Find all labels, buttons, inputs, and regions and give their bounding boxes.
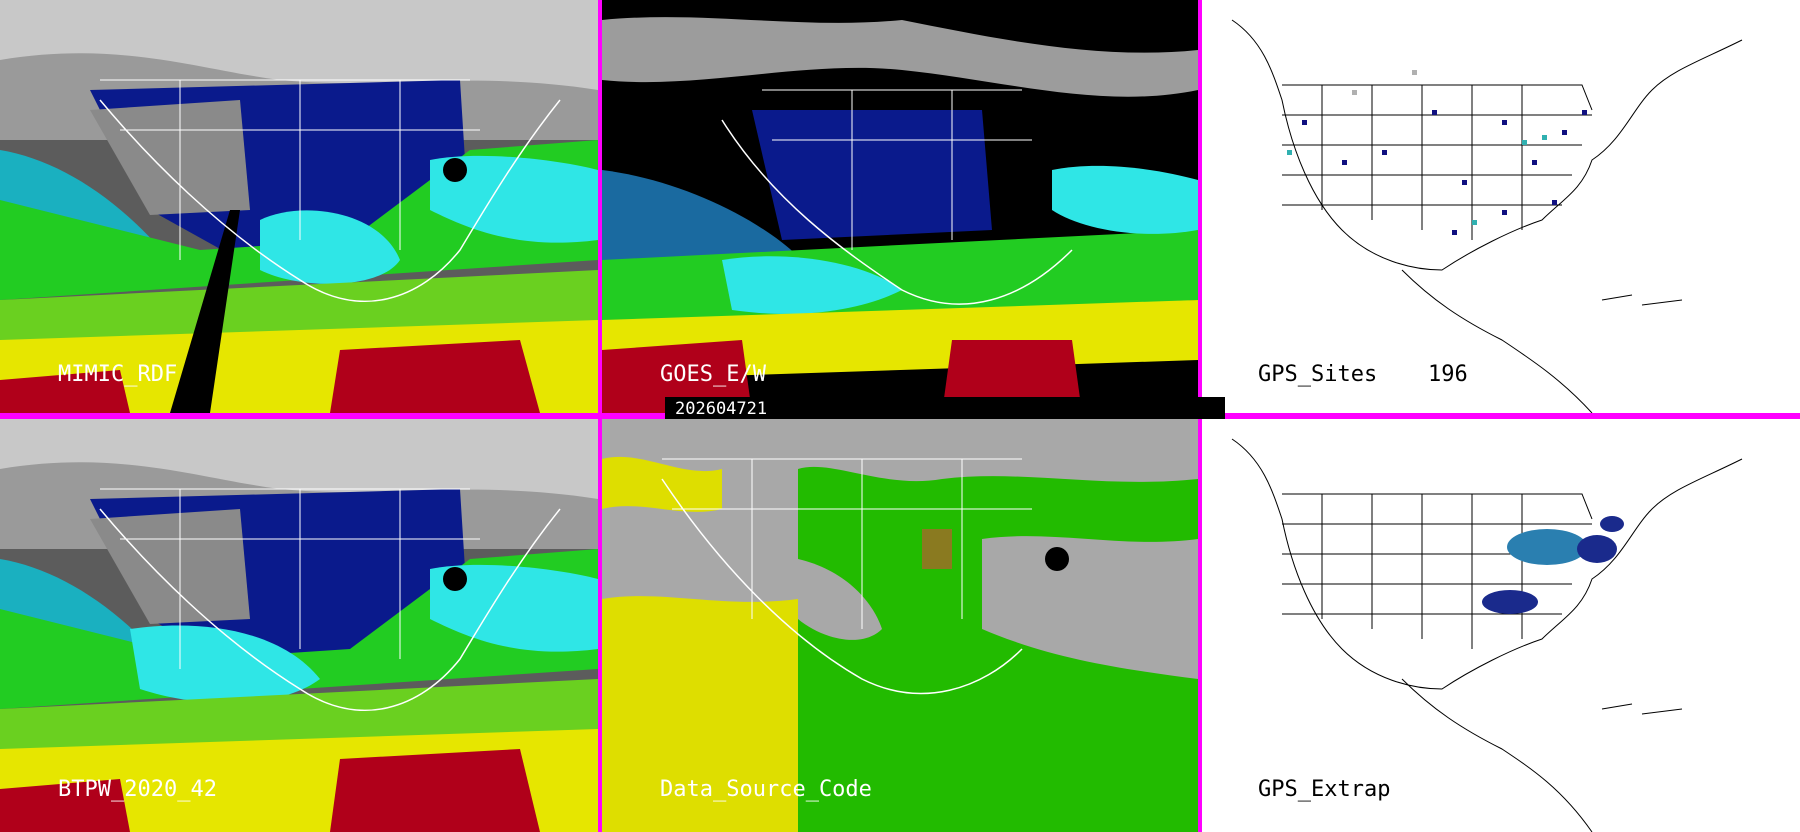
btpw-map bbox=[0, 419, 598, 832]
gps-extrap-map bbox=[1202, 419, 1800, 832]
panel-mimic: MIMIC_RDF bbox=[0, 0, 598, 413]
panel-goes: GOES_E/W bbox=[602, 0, 1198, 413]
goes-map bbox=[602, 0, 1198, 413]
divider-vertical-left bbox=[598, 0, 602, 832]
panel-btpw: BTPW_2020_42 bbox=[0, 419, 598, 832]
panel-gps-extrap: GPS_Extrap bbox=[1202, 419, 1800, 832]
data-source-code-map bbox=[602, 419, 1198, 832]
gps-sites-map bbox=[1202, 0, 1800, 413]
timestamp-text: 202604721 bbox=[675, 399, 767, 419]
panel-label-btpw: BTPW_2020_42 bbox=[58, 777, 217, 802]
panel-label-gps-extrap: GPS_Extrap bbox=[1258, 777, 1390, 802]
panel-gps-sites: GPS_Sites 196 bbox=[1202, 0, 1800, 413]
panel-label-data-source-code: Data_Source_Code bbox=[660, 777, 872, 802]
timestamp-bar: 202604721 bbox=[665, 397, 1225, 419]
panel-label-goes: GOES_E/W bbox=[660, 362, 766, 387]
panel-label-mimic: MIMIC_RDF bbox=[58, 362, 177, 387]
mimic-map bbox=[0, 0, 598, 413]
panel-data-source-code: Data_Source_Code bbox=[602, 419, 1198, 832]
panel-label-gps-sites: GPS_Sites bbox=[1258, 362, 1377, 387]
gps-sites-count: 196 bbox=[1428, 362, 1468, 387]
